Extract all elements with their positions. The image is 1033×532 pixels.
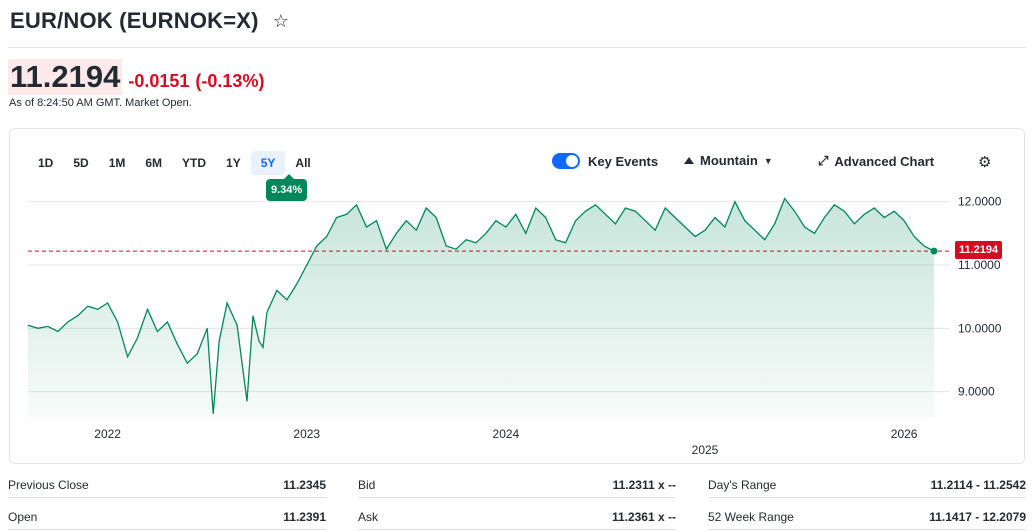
price-chart[interactable]: 12.0000 11.0000 10.0000 9.0000 2022 2023 2024…: [10, 129, 1024, 463]
price-area: [28, 198, 934, 417]
range-1m[interactable]: 1M: [108, 156, 126, 170]
range-5y[interactable]: 5Y: [250, 151, 286, 175]
price-change: -0.0151: [128, 71, 190, 91]
settings-button[interactable]: ⚙: [978, 153, 991, 171]
stat-days-range: Day's Range 11.2114 - 11.2542: [708, 472, 1026, 498]
x-tick-label: 2026: [891, 427, 918, 441]
last-price-tag: 11.2194: [955, 241, 1003, 260]
toggle-switch[interactable]: [552, 153, 580, 169]
stat-previous-close: Previous Close 11.2345: [8, 472, 326, 498]
chart-type-label: Mountain: [700, 153, 758, 168]
as-of-timestamp: As of 8:24:50 AM GMT. Market Open.: [9, 97, 192, 109]
chart-card: 1D 5D 1M 6M YTD 1Y 5Y All 9.34% Key Even…: [9, 128, 1025, 464]
key-events-label: Key Events: [588, 153, 659, 169]
range-5d[interactable]: 5D: [73, 156, 89, 170]
range-selector: 1D 5D 1M 6M YTD 1Y 5Y All: [28, 151, 321, 175]
y-tick-label: 11.0000: [958, 258, 1001, 272]
range-1d[interactable]: 1D: [38, 156, 54, 170]
y-tick-label: 10.0000: [958, 321, 1002, 335]
last-point-marker: [930, 247, 938, 255]
mountain-icon: [684, 157, 694, 164]
range-all[interactable]: All: [295, 156, 311, 170]
star-icon[interactable]: ☆: [272, 10, 289, 31]
advanced-chart-button[interactable]: ⤢ Advanced Chart: [818, 153, 934, 169]
quote-header: EUR/NOK (EURNOK=X) ☆: [10, 6, 289, 36]
chevron-down-icon: ▼: [763, 155, 773, 166]
x-tick-label: 2025: [692, 443, 719, 457]
x-tick-label: 2024: [493, 427, 520, 441]
chart-type-dropdown[interactable]: Mountain ▼: [684, 153, 773, 168]
page-title: EUR/NOK (EURNOK=X): [10, 8, 259, 33]
expand-icon: ⤢: [818, 153, 829, 168]
advanced-chart-label: Advanced Chart: [834, 153, 935, 169]
stat-52-week-range: 52 Week Range 11.1417 - 12.2079: [708, 504, 1026, 530]
header-divider: [8, 47, 1027, 48]
stat-open: Open 11.2391: [8, 504, 326, 530]
range-6m[interactable]: 6M: [145, 156, 163, 170]
stat-ask: Ask 11.2361 x --: [358, 504, 676, 530]
gear-icon: ⚙: [978, 154, 992, 171]
y-tick-label: 9.0000: [958, 385, 995, 399]
x-tick-label: 2022: [94, 427, 121, 441]
key-events-toggle[interactable]: Key Events: [552, 153, 658, 169]
range-change-badge: 9.34%: [266, 174, 308, 201]
y-tick-label: 12.0000: [958, 195, 1002, 209]
last-price: 11.2194: [8, 59, 123, 95]
range-1y[interactable]: 1Y: [226, 156, 241, 170]
price-row: 11.2194 -0.0151 (-0.13%): [8, 59, 264, 95]
stat-bid: Bid 11.2311 x --: [358, 472, 676, 498]
price-line: [27, 197, 935, 414]
range-ytd[interactable]: YTD: [182, 156, 207, 170]
price-change-percent: (-0.13%): [195, 71, 265, 91]
x-tick-label: 2023: [293, 427, 320, 441]
